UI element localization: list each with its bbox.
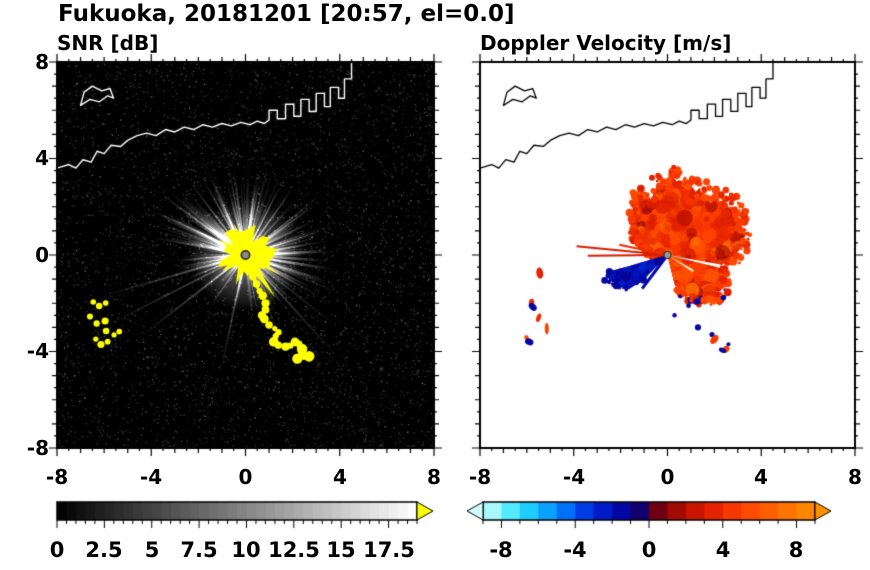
snr-x-tick-m8: -8 [45, 465, 69, 489]
vel-x-tick-m4: -4 [562, 465, 586, 489]
vel-cbar-label-m4: -4 [563, 538, 587, 562]
velocity-plot-canvas [470, 52, 865, 458]
snr-x-tick-8: 8 [427, 465, 441, 489]
snr-panel-title: SNR [dB] [57, 31, 159, 55]
velocity-panel-title: Doppler Velocity [m/s] [480, 31, 732, 55]
snr-cbar-label-10: 10 [231, 538, 261, 562]
velocity-colorbar [463, 498, 835, 530]
vel-x-tick-4: 4 [754, 465, 768, 489]
y-tick-label-4: 4 [35, 146, 49, 170]
snr-x-tick-4: 4 [333, 465, 347, 489]
vel-cbar-label-8: 8 [788, 538, 804, 562]
snr-plot-canvas [47, 52, 444, 458]
vel-cbar-label-4: 4 [715, 538, 731, 562]
snr-cbar-label-12p5: 12.5 [268, 538, 320, 562]
snr-cbar-label-15: 15 [326, 538, 356, 562]
vel-x-tick-0: 0 [660, 465, 675, 489]
y-tick-label-8: 8 [35, 50, 49, 74]
y-tick-label-0: 0 [35, 243, 49, 267]
snr-x-tick-0: 0 [238, 465, 253, 489]
vel-x-tick-8: 8 [848, 465, 862, 489]
snr-colorbar [52, 498, 434, 530]
vel-cbar-label-m8: -8 [489, 538, 513, 562]
vel-x-tick-m8: -8 [468, 465, 492, 489]
snr-cbar-label-17p5: 17.5 [363, 538, 415, 562]
y-tick-label-m8: -8 [26, 436, 49, 460]
snr-x-tick-m4: -4 [139, 465, 163, 489]
vel-cbar-label-0: 0 [641, 538, 657, 562]
figure-title: Fukuoka, 20181201 [20:57, el=0.0] [58, 1, 515, 27]
snr-cbar-label-7p5: 7.5 [180, 538, 218, 562]
snr-cbar-label-2p5: 2.5 [85, 538, 123, 562]
snr-cbar-label-5: 5 [144, 538, 160, 562]
y-tick-label-m4: -4 [26, 339, 49, 363]
snr-cbar-label-0: 0 [49, 538, 65, 562]
